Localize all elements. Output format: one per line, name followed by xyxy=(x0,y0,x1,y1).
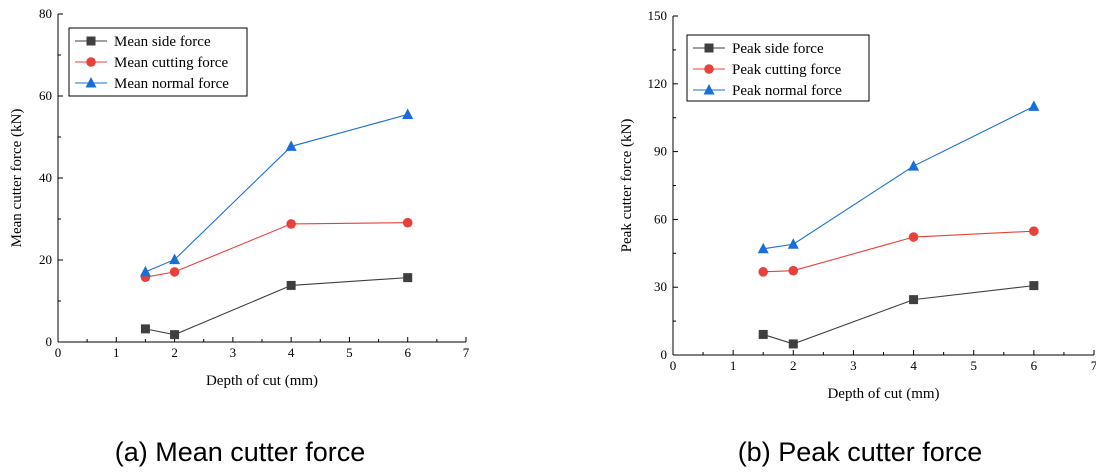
legend-swatch-marker xyxy=(703,84,715,95)
chart-panel-2: 0 1 2 3 4 5 6 7 0 30 60 90 120 150 Depth of cut (mm) Pe… xyxy=(619,8,1096,467)
x-tick-label: 1 xyxy=(113,345,120,360)
data-point xyxy=(758,329,768,339)
legend-label: Peak normal force xyxy=(732,83,842,99)
series-line-2 xyxy=(145,222,408,278)
data-point xyxy=(286,280,296,290)
y-tick-label: 40 xyxy=(39,170,52,185)
data-point xyxy=(758,267,769,277)
x-tick-label: 2 xyxy=(171,345,178,360)
x-tick-label: 7 xyxy=(1091,358,1096,373)
y-tick-label: 60 xyxy=(39,88,52,103)
series-line-3 xyxy=(763,105,1035,250)
legend-label: Mean normal force xyxy=(114,76,229,92)
y-axis-label: Mean cutter force (kN) xyxy=(9,109,25,248)
chart-panel-1: 0 1 2 3 4 5 6 7 0 20 40 60 80 Depth of cut (mm) Mean c… xyxy=(9,6,470,467)
data-point xyxy=(909,295,919,305)
series-line-1 xyxy=(763,285,1034,345)
x-tick-label: 0 xyxy=(55,345,62,360)
y-tick-label: 80 xyxy=(39,6,52,21)
data-point xyxy=(1029,226,1039,236)
legend-swatch-marker xyxy=(85,77,97,88)
legend-swatch-marker xyxy=(86,36,96,46)
y-tick-label: 150 xyxy=(648,8,668,23)
y-tick-label: 20 xyxy=(39,252,52,267)
data-point xyxy=(403,273,413,283)
legend-label: Mean side force xyxy=(114,34,211,50)
data-point xyxy=(787,238,799,249)
y-tick-label: 0 xyxy=(661,347,668,362)
series-line-3 xyxy=(145,113,408,273)
y-tick-label: 0 xyxy=(46,334,53,349)
figure-caption: (b) Peak cutter force xyxy=(738,437,983,467)
data-point xyxy=(286,219,296,229)
y-tick-label: 60 xyxy=(654,211,667,226)
legend-swatch-marker xyxy=(704,43,714,53)
data-point xyxy=(1028,100,1040,111)
data-point xyxy=(169,267,180,277)
x-tick-label: 3 xyxy=(230,345,237,360)
legend-label: Mean cutting force xyxy=(114,55,228,71)
x-tick-label: 7 xyxy=(463,345,470,360)
x-tick-label: 4 xyxy=(288,345,295,360)
x-tick-label: 5 xyxy=(970,358,977,373)
x-tick-label: 3 xyxy=(850,358,857,373)
series-line-2 xyxy=(763,230,1034,273)
legend-label: Peak side force xyxy=(732,41,824,57)
data-point xyxy=(908,232,919,242)
y-axis-label: Peak cutter force (kN) xyxy=(619,119,635,253)
data-point xyxy=(402,217,413,228)
legend-swatch-marker xyxy=(704,64,714,74)
data-point xyxy=(788,265,799,276)
x-tick-label: 5 xyxy=(346,345,353,360)
x-tick-label: 6 xyxy=(1031,358,1038,373)
data-point xyxy=(402,108,414,119)
data-point xyxy=(788,339,798,349)
data-point xyxy=(908,160,920,171)
data-point xyxy=(285,140,297,151)
data-point xyxy=(140,324,150,334)
x-axis-label: Depth of cut (mm) xyxy=(206,373,318,389)
x-axis-label: Depth of cut (mm) xyxy=(827,386,939,402)
data-point xyxy=(170,330,180,340)
x-tick-label: 0 xyxy=(670,358,677,373)
series-line-1 xyxy=(145,277,408,336)
x-tick-label: 1 xyxy=(730,358,737,373)
data-point xyxy=(139,265,151,277)
data-point xyxy=(169,253,181,265)
y-tick-label: 30 xyxy=(654,279,667,294)
y-tick-label: 120 xyxy=(648,76,668,91)
y-tick-label: 90 xyxy=(654,144,667,159)
x-tick-label: 4 xyxy=(910,358,917,373)
x-tick-label: 6 xyxy=(404,345,411,360)
figure-caption: (a) Mean cutter force xyxy=(115,437,366,467)
legend-label: Peak cutting force xyxy=(732,62,841,78)
legend-swatch-marker xyxy=(86,57,96,67)
x-tick-label: 2 xyxy=(790,358,797,373)
data-point xyxy=(1029,281,1039,291)
data-point xyxy=(757,242,769,254)
